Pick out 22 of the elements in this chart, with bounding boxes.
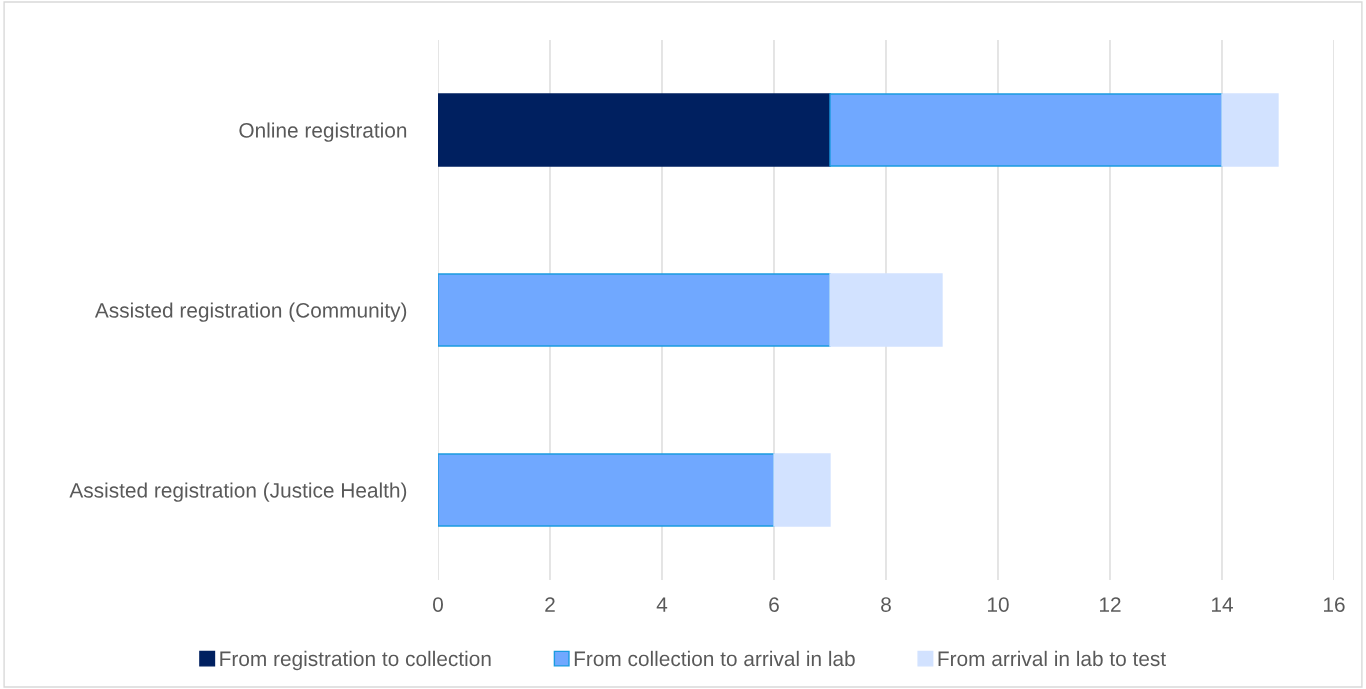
bar bbox=[1221, 93, 1279, 167]
x-tick-label: 10 bbox=[988, 597, 1009, 612]
y-tick-label: Assisted registration (Community) bbox=[94, 302, 407, 322]
x-tick-label: 6 bbox=[769, 597, 779, 612]
legend-label: From arrival in lab to test bbox=[938, 650, 1166, 667]
x-tick-label: 16 bbox=[1324, 597, 1345, 612]
bar bbox=[829, 93, 1223, 167]
x-tick-label: 2 bbox=[545, 597, 555, 612]
bar bbox=[438, 453, 775, 527]
x-tick-label: 4 bbox=[656, 597, 668, 612]
y-tick-label: Assisted registration (Justice Health) bbox=[69, 482, 407, 502]
bar bbox=[829, 273, 943, 347]
bar bbox=[438, 93, 831, 167]
y-tick-label: Online registration bbox=[239, 122, 407, 142]
x-tick-label: 0 bbox=[433, 597, 443, 612]
bar bbox=[438, 273, 831, 347]
legend-label: From collection to arrival in lab bbox=[574, 650, 855, 667]
x-tick-label: 12 bbox=[1100, 597, 1121, 612]
x-tick-label: 14 bbox=[1212, 597, 1233, 612]
bar bbox=[773, 453, 831, 527]
x-tick-label: 8 bbox=[881, 597, 891, 612]
legend-label: From registration to collection bbox=[220, 650, 491, 671]
